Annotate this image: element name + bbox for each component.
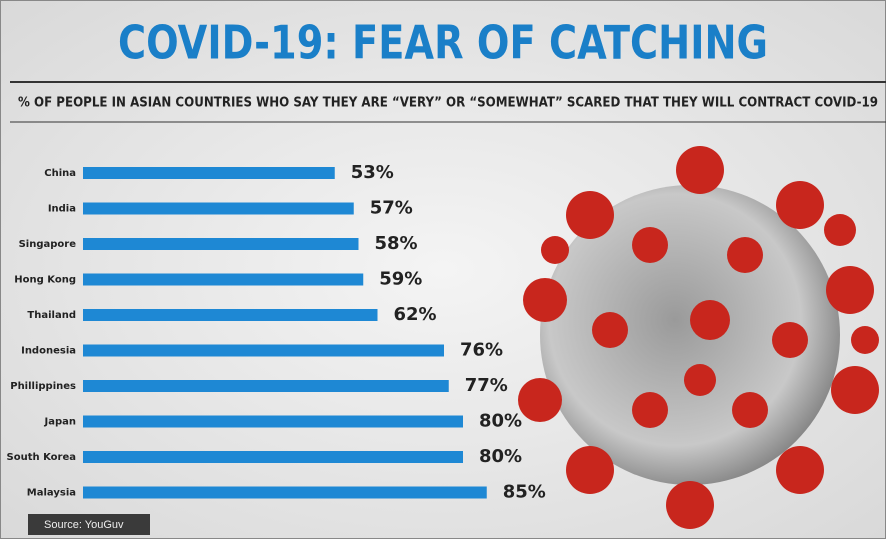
value-label: 80% [479,446,522,467]
value-label: 59% [379,269,422,290]
bar [83,309,378,321]
category-label: Indonesia [21,346,76,357]
bar [83,344,444,357]
bar [83,380,449,392]
chart-title: COVID-19: FEAR OF CATCHING [118,16,768,70]
category-label: Malaysia [27,488,76,499]
bar [83,238,359,250]
category-label: Phillippines [10,381,76,392]
value-label: 76% [460,340,503,361]
bar [83,415,463,428]
category-label: China [44,168,76,179]
category-label: Japan [44,417,77,428]
chart-subtitle: % OF PEOPLE IN ASIAN COUNTRIES WHO SAY T… [18,96,878,111]
bar [83,202,354,215]
bar [83,451,463,463]
value-label: 80% [479,411,522,432]
virus-illustration [518,146,879,529]
source-box [28,514,150,535]
bar [83,167,335,179]
category-label: Thailand [27,310,76,321]
value-label: 62% [394,304,437,325]
bar [83,273,364,286]
source: Source: YouGuv [44,519,124,531]
category-label: Singapore [19,239,77,250]
value-label: 77% [465,375,508,396]
value-label: 85% [503,482,546,503]
category-label: India [48,204,76,215]
category-label: Hong Kong [14,275,76,286]
value-label: 58% [375,233,418,254]
value-label: 53% [351,162,394,183]
bar [83,486,487,499]
value-label: 57% [370,198,413,219]
category-label: South Korea [7,452,76,463]
